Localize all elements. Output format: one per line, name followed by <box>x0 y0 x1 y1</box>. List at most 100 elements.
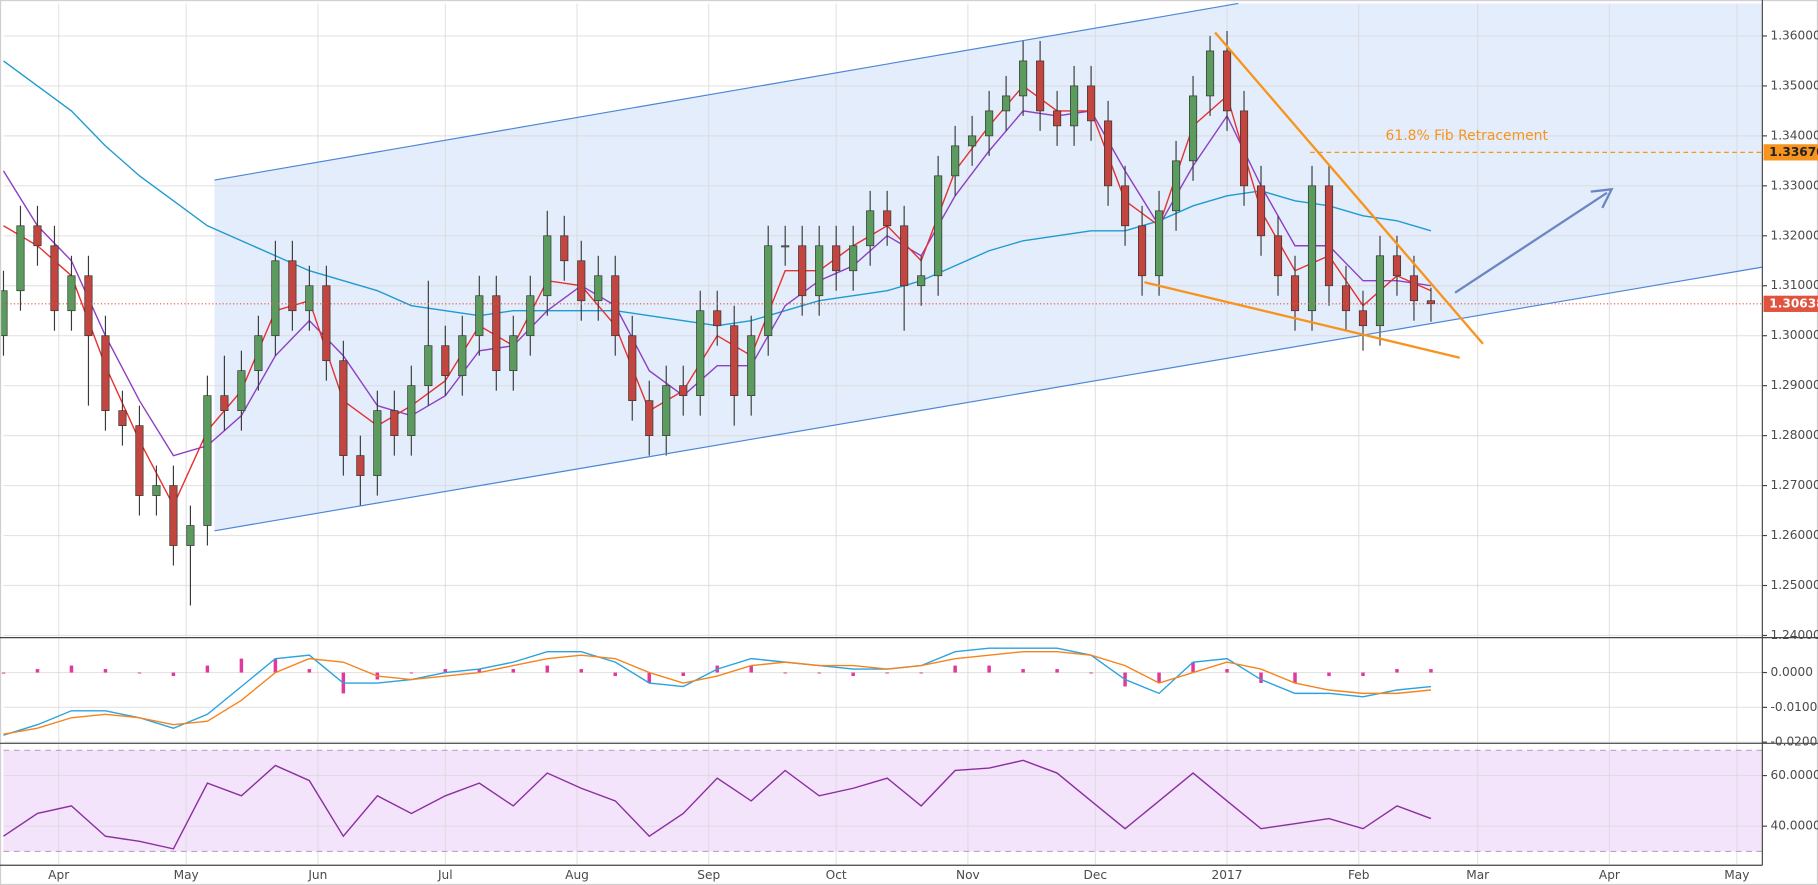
y-tick-label: 1.25000 <box>1770 578 1818 592</box>
candle-body <box>441 345 450 377</box>
histogram-bar <box>1191 662 1195 673</box>
fib-box <box>1763 144 1818 161</box>
histogram-bar <box>273 658 278 673</box>
histogram-bar <box>511 669 516 673</box>
candle-body <box>339 360 348 456</box>
candle-body <box>220 395 229 411</box>
x-tick-label: Oct <box>826 868 847 882</box>
histogram-bar <box>443 669 448 673</box>
candle-body <box>543 235 552 297</box>
candle-body <box>628 335 637 402</box>
candle-body <box>1409 275 1419 302</box>
histogram-bar <box>613 672 617 677</box>
candle-body <box>815 245 824 297</box>
candle-body <box>1324 185 1334 287</box>
candle-body <box>1188 95 1198 162</box>
candle-body <box>764 245 773 337</box>
candle-body <box>1392 255 1402 277</box>
candle-body <box>900 225 909 287</box>
candle-body <box>424 345 433 387</box>
y-tick-label: 1.24000 <box>1770 628 1818 642</box>
histogram-bar <box>239 658 244 673</box>
histogram-bar <box>35 669 40 673</box>
histogram-bar <box>783 672 787 674</box>
x-tick-label: Mar <box>1466 868 1489 882</box>
candle-body <box>1290 275 1300 312</box>
candle-body <box>118 410 127 426</box>
candle-body <box>237 370 246 411</box>
y-tick-label: -0.0200 <box>1770 735 1817 749</box>
candle-body <box>407 385 416 436</box>
macd-line <box>3 647 1432 736</box>
histogram-bar <box>1089 672 1093 674</box>
candle-body <box>849 245 858 272</box>
candle-body <box>611 275 620 337</box>
candle-body <box>84 275 93 337</box>
fib-text: 61.8% Fib Retracement <box>1386 128 1549 144</box>
y-tick-label: 0.0000 <box>1770 665 1813 679</box>
candle-body <box>1256 185 1266 237</box>
rsi-band <box>3 750 1763 852</box>
candle-body <box>560 235 569 262</box>
histogram-bar <box>545 665 550 673</box>
last-price-box <box>1763 295 1818 312</box>
candle-body <box>781 245 790 248</box>
histogram-bar <box>1293 672 1297 683</box>
histogram-bar <box>103 669 108 673</box>
candle-body <box>1155 210 1164 277</box>
arrow-head <box>1590 187 1614 209</box>
y-tick-label: 1.30000 <box>1770 328 1818 342</box>
y-tick-label: 1.29000 <box>1770 378 1818 392</box>
candle-body <box>1273 235 1283 277</box>
candle-body <box>271 260 280 337</box>
histogram-bar <box>1361 672 1365 677</box>
x-tick-label: Apr <box>48 868 69 882</box>
histogram-bar <box>1327 672 1331 677</box>
candle-body <box>101 335 110 411</box>
y-tick-label: 60.0000 <box>1770 768 1818 782</box>
candle-body <box>917 275 926 287</box>
candle-body <box>1358 310 1368 327</box>
y-tick-label: 40.0000 <box>1770 819 1818 833</box>
candle-body <box>747 335 756 397</box>
macd-line <box>3 650 1432 735</box>
y-tick-label: 1.36000 <box>1770 28 1818 42</box>
y-tick-label: 1.27000 <box>1770 478 1818 492</box>
candle-body <box>577 260 586 302</box>
candle-body <box>951 145 960 177</box>
histogram-bar <box>307 669 312 673</box>
candle-body <box>356 455 365 476</box>
histogram-bar <box>953 665 957 673</box>
last-price-label: 1.30638 <box>1769 296 1818 310</box>
candle-body <box>1205 50 1215 97</box>
histogram-bar <box>681 672 685 677</box>
x-tick-label: Apr <box>1599 868 1620 882</box>
candle-body <box>934 175 943 277</box>
candle-body <box>832 245 841 272</box>
drawings: 61.8% Fib Retracement <box>214 2 1763 532</box>
histogram-bar <box>1225 669 1229 673</box>
candle-body <box>713 310 722 327</box>
marks <box>0 30 1763 850</box>
x-tick-label: Jun <box>307 868 327 882</box>
histogram-bar <box>69 665 74 673</box>
candle-body <box>16 225 25 292</box>
channel-upper <box>214 2 1239 181</box>
candle-body <box>50 245 59 312</box>
candle-body <box>696 310 705 397</box>
candle-body <box>1222 50 1232 112</box>
candle-body <box>305 285 314 312</box>
y-tick-label: 1.26000 <box>1770 528 1818 542</box>
histogram-bar <box>137 672 142 674</box>
x-tick-label: May <box>174 868 199 882</box>
histogram-bar <box>885 672 889 674</box>
candle-body <box>1375 255 1385 327</box>
candle-body <box>0 290 8 337</box>
candle-body <box>968 135 977 147</box>
fib-label: 1.33670 <box>1769 145 1818 159</box>
candle-body <box>67 275 76 312</box>
wedge-upper <box>1214 31 1484 345</box>
candle-body <box>594 275 603 302</box>
